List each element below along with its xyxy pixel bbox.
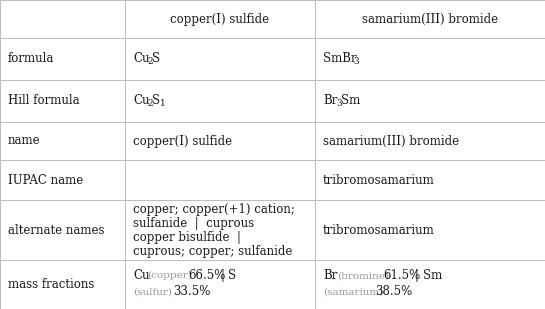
Text: Br: Br [323, 269, 337, 282]
Text: (sulfur): (sulfur) [133, 287, 172, 296]
Text: 3: 3 [353, 57, 359, 66]
Text: formula: formula [8, 53, 54, 66]
Text: copper; copper(+1) cation;: copper; copper(+1) cation; [133, 202, 295, 215]
Text: 2: 2 [147, 99, 153, 108]
Text: cuprous; copper; sulfanide: cuprous; copper; sulfanide [133, 244, 292, 257]
Text: S: S [152, 95, 160, 108]
Text: Sm: Sm [341, 95, 360, 108]
Text: |: | [220, 269, 224, 282]
Text: 38.5%: 38.5% [375, 285, 412, 298]
Text: |: | [415, 269, 419, 282]
Text: Cu: Cu [133, 53, 149, 66]
Text: 2: 2 [147, 57, 153, 66]
Text: 61.5%: 61.5% [383, 269, 420, 282]
Text: S: S [152, 53, 160, 66]
Text: tribromosamarium: tribromosamarium [323, 223, 435, 236]
Text: Cu: Cu [133, 95, 149, 108]
Text: 33.5%: 33.5% [173, 285, 210, 298]
Text: samarium(III) bromide: samarium(III) bromide [323, 134, 459, 147]
Text: 3: 3 [336, 99, 342, 108]
Text: S: S [228, 269, 236, 282]
Text: Sm: Sm [423, 269, 442, 282]
Text: (samarium): (samarium) [323, 287, 383, 296]
Text: copper bisulfide  |: copper bisulfide | [133, 231, 241, 243]
Text: samarium(III) bromide: samarium(III) bromide [362, 12, 498, 26]
Text: sulfanide  |  cuprous: sulfanide | cuprous [133, 217, 254, 230]
Text: copper(I) sulfide: copper(I) sulfide [171, 12, 270, 26]
Text: copper(I) sulfide: copper(I) sulfide [133, 134, 232, 147]
Text: Hill formula: Hill formula [8, 95, 80, 108]
Text: IUPAC name: IUPAC name [8, 173, 83, 187]
Text: tribromosamarium: tribromosamarium [323, 173, 435, 187]
Text: alternate names: alternate names [8, 223, 105, 236]
Text: 1: 1 [160, 99, 166, 108]
Text: mass fractions: mass fractions [8, 278, 94, 291]
Text: 66.5%: 66.5% [188, 269, 226, 282]
Text: Cu: Cu [133, 269, 149, 282]
Text: (bromine): (bromine) [337, 271, 389, 280]
Text: (copper): (copper) [147, 271, 192, 280]
Text: name: name [8, 134, 41, 147]
Text: SmBr: SmBr [323, 53, 356, 66]
Text: Br: Br [323, 95, 337, 108]
